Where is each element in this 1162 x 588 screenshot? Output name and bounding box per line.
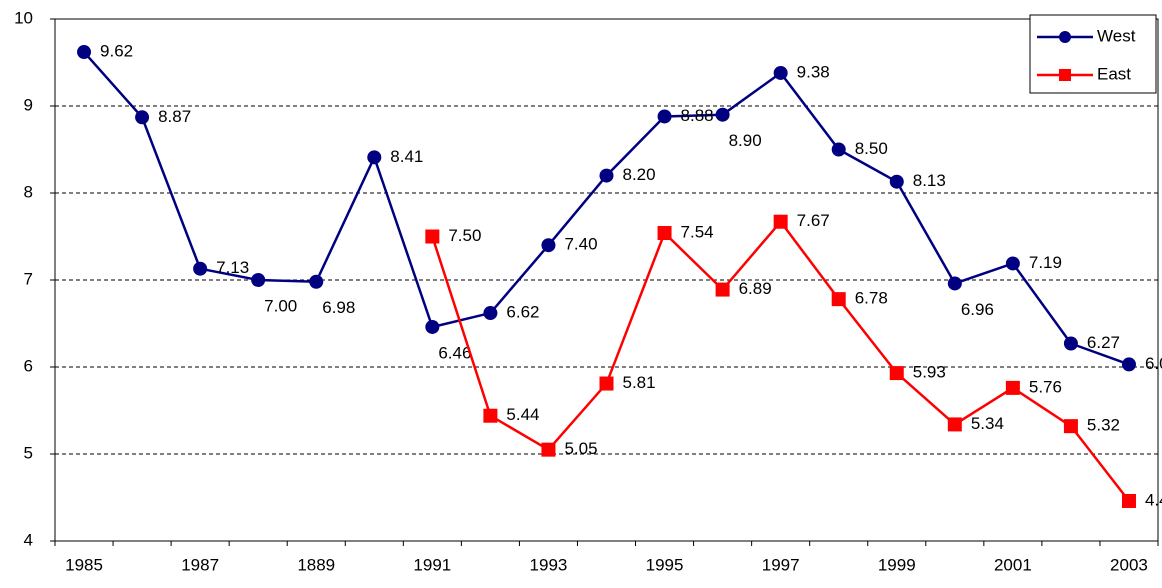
y-tick-label: 6: [24, 356, 33, 375]
marker: [135, 110, 150, 125]
x-tick-label: 1987: [181, 555, 219, 574]
marker: [1005, 256, 1020, 271]
data-label: 8.50: [855, 139, 888, 158]
x-tick-label: 1997: [762, 555, 800, 574]
marker: [425, 319, 440, 334]
marker: [367, 150, 382, 165]
data-label: 4.46: [1145, 490, 1162, 509]
data-label: 7.50: [448, 226, 481, 245]
y-tick-label: 8: [24, 182, 33, 201]
marker: [1121, 357, 1136, 372]
marker: [947, 417, 962, 432]
marker: [831, 142, 846, 157]
marker: [715, 282, 730, 297]
marker: [541, 238, 556, 253]
marker: [483, 408, 498, 423]
marker: [715, 107, 730, 122]
y-tick-label: 9: [24, 95, 33, 114]
data-label: 6.96: [961, 300, 994, 319]
legend-box: [1029, 14, 1157, 94]
legend: West East: [1029, 14, 1157, 94]
marker: [773, 65, 788, 80]
data-label: 7.13: [216, 258, 249, 277]
data-label: 6.78: [855, 289, 888, 308]
series-line: [431, 219, 1130, 502]
data-label: 5.81: [623, 373, 656, 392]
data-label: 6.62: [506, 303, 539, 322]
marker: [599, 376, 614, 391]
x-tick-label: 1993: [530, 555, 568, 574]
marker: [657, 226, 672, 241]
data-label: 6.46: [438, 343, 471, 362]
data-label: 5.44: [506, 405, 539, 424]
marker: [425, 229, 440, 244]
data-label: 6.89: [739, 279, 772, 298]
data-label: 6.27: [1087, 333, 1120, 352]
data-label: 8.88: [681, 106, 714, 125]
data-label: 5.76: [1029, 377, 1062, 396]
data-label: 7.54: [681, 223, 714, 242]
x-tick-label: 1999: [878, 555, 916, 574]
data-label: 5.34: [971, 414, 1004, 433]
marker: [1121, 493, 1136, 508]
data-label: 8.13: [913, 171, 946, 190]
x-tick-label: 1991: [413, 555, 451, 574]
marker: [947, 276, 962, 291]
x-tick-label: 1889: [297, 555, 335, 574]
x-tick-label: 1985: [65, 555, 103, 574]
x-tick-label: 1995: [646, 555, 684, 574]
data-label: 8.20: [623, 165, 656, 184]
data-label: 9.62: [100, 42, 133, 61]
marker: [657, 109, 672, 124]
marker: [773, 214, 788, 229]
marker: [309, 274, 324, 289]
y-tick-label: 7: [24, 269, 33, 288]
data-label: 7.19: [1029, 253, 1062, 272]
marker: [1063, 336, 1078, 351]
x-tick-label: 2001: [994, 555, 1032, 574]
marker: [193, 261, 208, 276]
marker: [483, 306, 498, 321]
marker: [599, 168, 614, 183]
data-label: 8.90: [729, 131, 762, 150]
y-tick-label: 4: [24, 530, 33, 549]
legend-marker: [1059, 69, 1071, 81]
plot-frame: [54, 18, 1159, 542]
x-tick-label: 2003: [1110, 555, 1148, 574]
data-label: 9.38: [797, 62, 830, 81]
data-label: 6.98: [322, 298, 355, 317]
data-label: 5.05: [564, 439, 597, 458]
marker: [251, 273, 266, 287]
data-label: 8.41: [390, 147, 423, 166]
data-label: 5.93: [913, 363, 946, 382]
data-label: 5.32: [1087, 416, 1120, 435]
marker: [889, 366, 904, 381]
y-tick-label: 10: [14, 8, 33, 27]
data-label: 8.87: [158, 107, 191, 126]
marker: [889, 174, 904, 189]
data-label: 7.67: [797, 211, 830, 230]
legend-label: East: [1097, 64, 1131, 83]
y-tick-label: 5: [24, 443, 33, 462]
legend-label: West: [1097, 26, 1136, 45]
marker: [541, 442, 556, 457]
marker: [1005, 380, 1020, 395]
legend-marker: [1059, 31, 1071, 43]
marker: [77, 45, 92, 60]
data-label: 7.00: [264, 296, 297, 315]
data-label: 7.40: [564, 235, 597, 254]
marker: [831, 292, 846, 307]
marker: [1063, 419, 1078, 434]
data-label: 6.03: [1145, 354, 1162, 373]
